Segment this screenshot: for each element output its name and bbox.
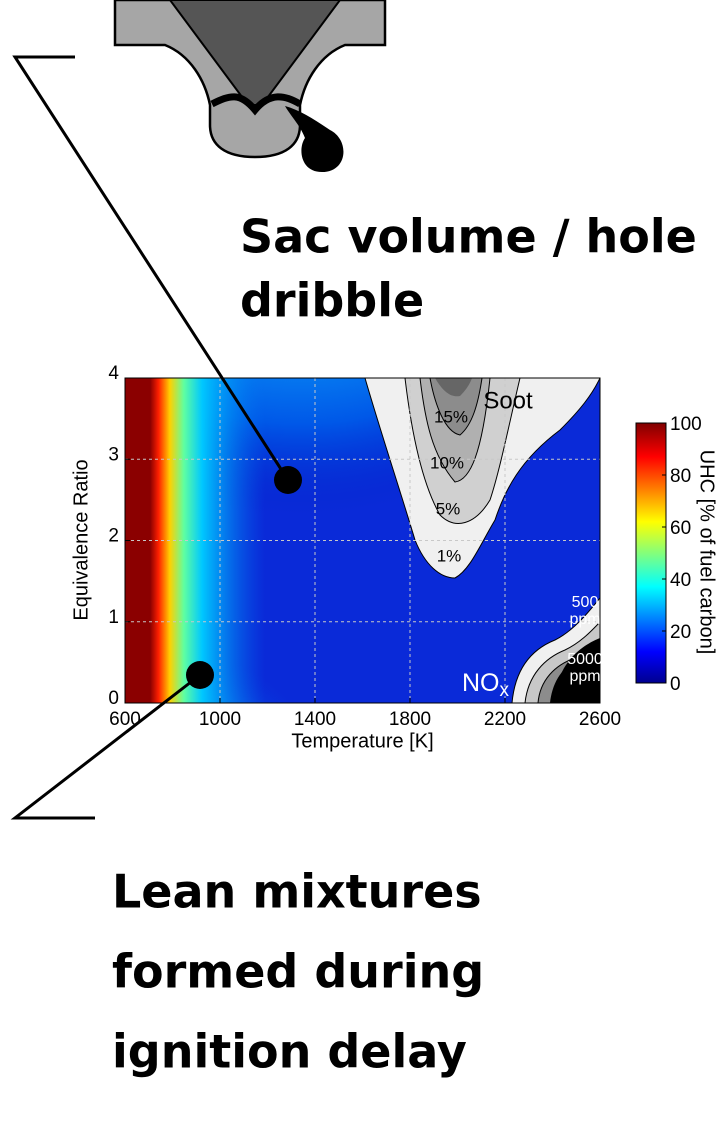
callout-text: Lean mixtures — [112, 865, 482, 919]
nox-contour-label: ppm — [569, 611, 600, 628]
colorbar — [635, 422, 667, 684]
y-tick-label: 4 — [108, 363, 119, 384]
callout-lines — [10, 55, 290, 820]
colorbar-tick-label: 100 — [670, 414, 702, 435]
colorbar-tick-label: 40 — [670, 570, 691, 591]
callout-dot — [274, 466, 302, 494]
x-tick-label: 1800 — [389, 709, 431, 730]
nox-label-subscript: x — [500, 680, 510, 701]
x-axis-label: Temperature [K] — [291, 730, 433, 752]
colorbar-tick-label: 20 — [670, 622, 691, 643]
injector-sketch — [113, 0, 387, 172]
callout-text: ignition delay — [112, 1025, 467, 1079]
colorbar-tick-label: 0 — [670, 674, 681, 695]
soot-contour-label: 10% — [430, 453, 464, 472]
x-tick-label: 2600 — [579, 709, 621, 730]
y-axis-label: Equivalence Ratio — [70, 459, 92, 620]
colorbar-tick-label: 80 — [670, 466, 691, 487]
callout-text: dribble — [240, 274, 424, 328]
colorbar-tick-label: 60 — [670, 518, 691, 539]
nox-contour-label: 500 — [572, 594, 599, 611]
soot-contour-label: 5% — [436, 499, 461, 518]
y-tick-label: 0 — [108, 688, 119, 709]
soot-contour-label: 15% — [434, 407, 468, 426]
callout-dot — [186, 661, 214, 689]
nox-contour-label: ppm — [569, 668, 600, 685]
grid — [125, 378, 600, 703]
x-tick-label: 1400 — [294, 709, 336, 730]
soot-contour-label: 1% — [437, 546, 462, 565]
y-tick-label: 1 — [108, 607, 119, 628]
uhc-field — [125, 378, 600, 703]
colorbar-label: UHC [% of fuel carbon] — [696, 450, 718, 655]
callout-text: formed during — [112, 945, 484, 999]
nox-contour-label: 5000 — [567, 651, 603, 668]
soot-label: Soot — [483, 387, 533, 414]
y-tick-label: 3 — [108, 444, 119, 465]
x-tick-label: 2200 — [484, 709, 526, 730]
nox-label-main: NO — [462, 669, 500, 697]
callout-text: Sac volume / hole — [240, 210, 697, 264]
nox-label: NOx — [462, 669, 510, 701]
x-tick-label: 600 — [109, 709, 141, 730]
x-tick-label: 1000 — [199, 709, 241, 730]
y-tick-label: 2 — [108, 526, 119, 547]
